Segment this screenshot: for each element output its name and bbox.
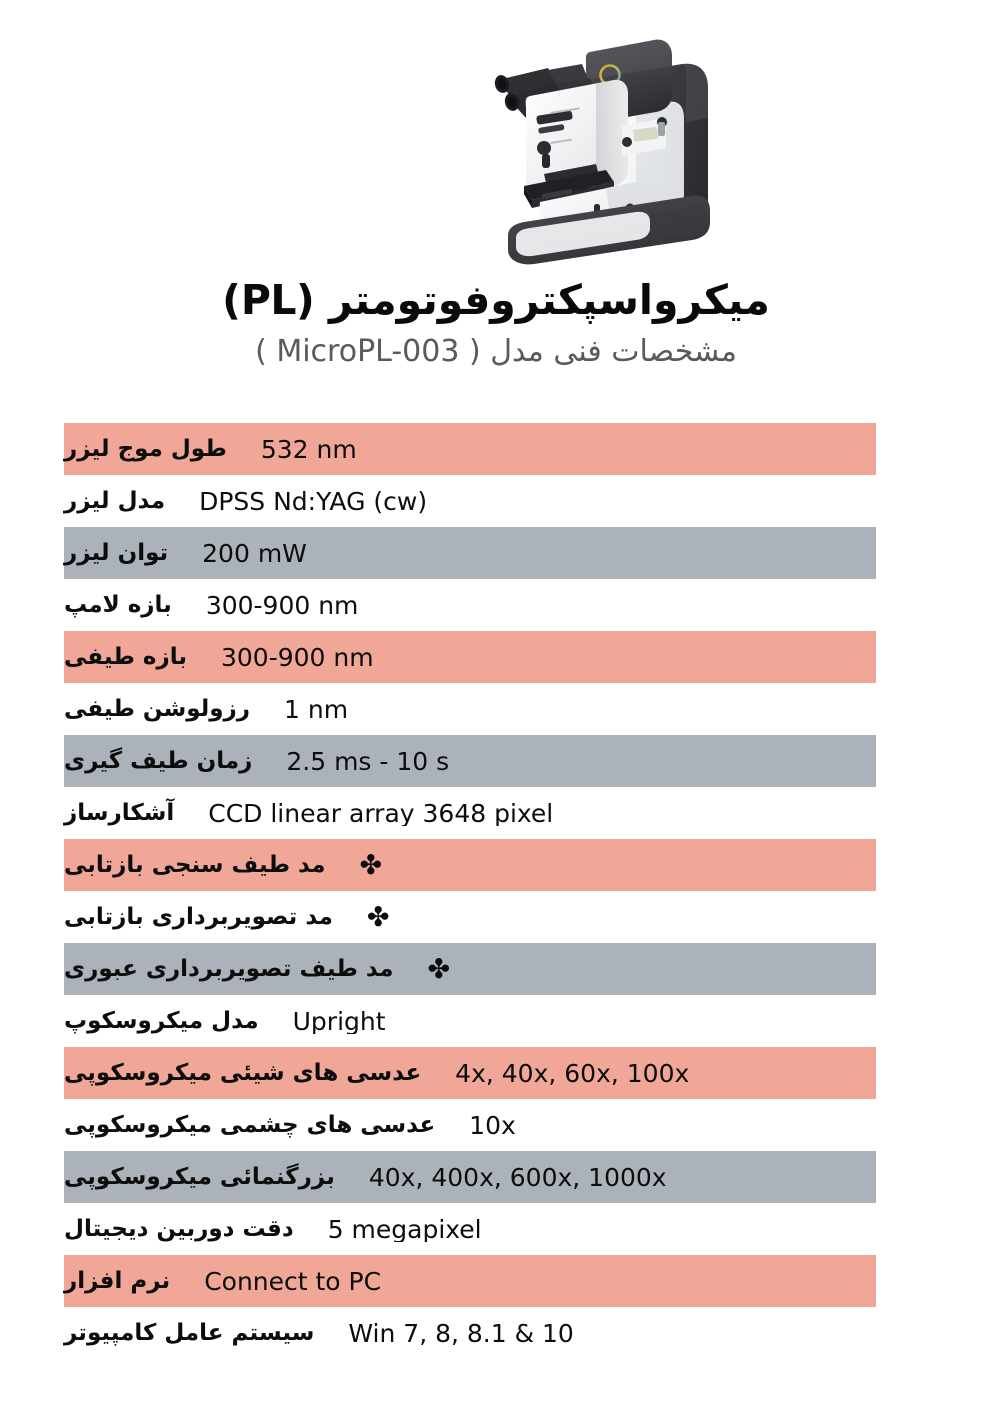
table-row: 2.5 ms - 10 s زمان طیف گیری xyxy=(64,735,876,787)
spec-label: بازه لامپ xyxy=(64,591,172,618)
spec-label: دقت دوربین دیجیتال xyxy=(64,1215,294,1242)
spec-value: 5 megapixel xyxy=(327,1216,482,1242)
table-row: 1 nm رزولوشن طیفی xyxy=(64,683,876,735)
feature-check-icon: ✤ xyxy=(427,955,451,983)
spec-value: 2.5 ms - 10 s xyxy=(286,748,450,774)
table-row: ✤ مد طیف سنجی بازتابی xyxy=(64,839,876,891)
microscope-illustration xyxy=(494,39,710,265)
spec-value: Win 7, 8, 8.1 & 10 xyxy=(348,1320,574,1346)
scope-body xyxy=(525,79,628,201)
table-row: 10x عدسی های چشمی میکروسکوپی xyxy=(64,1099,876,1151)
spec-label: توان لیزر xyxy=(64,539,169,566)
specifications-table: 532 nm طول موج لیزر DPSS Nd:YAG (cw) مدل لی… xyxy=(64,423,876,1359)
table-row: 300-900 nm بازه طیفی xyxy=(64,631,876,683)
table-row: ✤ مد تصویربرداری بازتابی xyxy=(64,891,876,943)
spec-value: Upright xyxy=(292,1008,386,1034)
spec-label: مد تصویربرداری بازتابی xyxy=(64,903,333,930)
spec-label: مدل میکروسکوپ xyxy=(64,1007,259,1034)
spec-label: مدل لیزر xyxy=(64,487,166,514)
table-row: 200 mW توان لیزر xyxy=(64,527,876,579)
table-row: Upright مدل میکروسکوپ xyxy=(64,995,876,1047)
spec-label: عدسی های چشمی میکروسکوپی xyxy=(64,1111,436,1138)
spec-label: آشکارساز xyxy=(64,799,175,826)
spec-label: مد طیف تصویربرداری عبوری xyxy=(64,955,394,982)
table-row: DPSS Nd:YAG (cw) مدل لیزر xyxy=(64,475,876,527)
spec-label: مد طیف سنجی بازتابی xyxy=(64,851,326,878)
spec-value: 1 nm xyxy=(284,696,349,722)
product-image-area xyxy=(0,0,992,272)
spec-value: DPSS Nd:YAG (cw) xyxy=(199,488,428,514)
spec-value: 532 nm xyxy=(260,436,357,462)
table-row: Connect to PC نرم افزار xyxy=(64,1255,876,1307)
spec-value: 200 mW xyxy=(202,540,307,566)
table-row: ✤ مد طیف تصویربرداری عبوری xyxy=(64,943,876,995)
spec-label: بزرگنمائی میکروسکوپی xyxy=(64,1163,335,1190)
feature-check-icon: ✤ xyxy=(359,851,383,879)
spec-label: عدسی های شیئی میکروسکوپی xyxy=(64,1059,422,1086)
table-row: 40x, 400x, 600x, 1000x بزرگنمائی میکروسکو… xyxy=(64,1151,876,1203)
table-row: Win 7, 8, 8.1 & 10 سیستم عامل کامپیوتر xyxy=(64,1307,876,1359)
scope-display-panel xyxy=(622,117,667,156)
table-row: 5 megapixel دقت دوربین دیجیتال xyxy=(64,1203,876,1255)
table-row: 300-900 nm بازه لامپ xyxy=(64,579,876,631)
spec-value: 4x, 40x, 60x, 100x xyxy=(455,1060,690,1086)
spec-value: 10x xyxy=(469,1112,516,1138)
spec-value: CCD linear array 3648 pixel xyxy=(208,800,554,826)
spec-value: 300-900 nm xyxy=(205,592,359,618)
spec-label: بازه طیفی xyxy=(64,643,187,670)
table-row: 4x, 40x, 60x, 100x عدسی های شیئی میکروسکو… xyxy=(64,1047,876,1099)
table-row: 532 nm طول موج لیزر xyxy=(64,423,876,475)
spec-label: سیستم عامل کامپیوتر xyxy=(64,1319,315,1346)
spec-label: رزولوشن طیفی xyxy=(64,695,251,722)
table-row: CCD linear array 3648 pixel آشکارساز xyxy=(64,787,876,839)
page-title: میکرواسپکتروفوتومتر (PL) xyxy=(222,276,770,324)
spec-value: 300-900 nm xyxy=(220,644,374,670)
title-block: میکرواسپکتروفوتومتر (PL) مشخصات فنی مدل … xyxy=(0,272,992,371)
feature-check-icon: ✤ xyxy=(366,903,390,931)
spec-label: زمان طیف گیری xyxy=(64,747,253,774)
spec-value: Connect to PC xyxy=(204,1268,382,1294)
page-subtitle: مشخصات فنی مدل ( MicroPL-003 ) xyxy=(255,334,737,370)
scope-base xyxy=(508,195,710,265)
spec-label: طول موج لیزر xyxy=(64,435,227,462)
spec-label: نرم افزار xyxy=(64,1267,171,1294)
spec-value: 40x, 400x, 600x, 1000x xyxy=(368,1164,667,1190)
